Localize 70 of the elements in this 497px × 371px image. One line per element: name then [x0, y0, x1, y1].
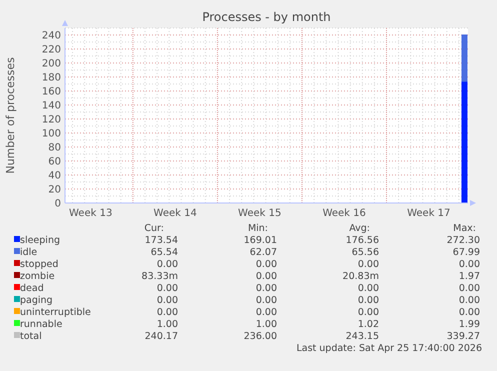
text: 65.54: [150, 247, 178, 258]
chart-title: Processes - by month: [202, 10, 331, 24]
legend-label: sleeping: [20, 235, 60, 246]
y-axis-title: Number of processes: [4, 56, 17, 174]
y-tick-label: 100: [42, 128, 61, 140]
y-tick-label: 120: [42, 114, 61, 126]
y-tick-label: 80: [48, 142, 61, 154]
text: 173.54: [144, 235, 178, 246]
x-tick-label: Week 14: [154, 208, 197, 219]
legend-label: zombie: [20, 271, 55, 282]
text: 0.00: [458, 283, 480, 294]
text: 1.02: [358, 319, 379, 330]
text: Last update: Sat Apr 25 17:40:00 2026: [296, 343, 482, 354]
legend-label: total: [20, 331, 42, 342]
text: 0.00: [358, 283, 379, 294]
legend-label: runnable: [20, 319, 62, 330]
legend-label: paging: [20, 295, 53, 306]
text: 0.00: [358, 295, 379, 306]
text: 83.33m: [142, 271, 178, 282]
text: 1.99: [458, 319, 480, 330]
y-tick-label: 60: [48, 156, 61, 168]
text: 0.00: [358, 307, 379, 318]
legend-label: uninterruptible: [20, 307, 91, 318]
x-tick-label: Week 15: [238, 208, 282, 219]
text: 0.00: [458, 307, 480, 318]
text: 1.00: [156, 319, 178, 330]
x-tick-label: Week 17: [407, 208, 450, 219]
y-tick-label: 220: [42, 44, 61, 56]
text: 0.00: [256, 307, 277, 318]
text: 0.00: [458, 295, 480, 306]
text: 0.00: [156, 283, 178, 294]
text: 240.17: [144, 331, 178, 342]
text: 0.00: [256, 259, 277, 270]
text: 20.83m: [342, 271, 379, 282]
text: 243.15: [346, 331, 379, 342]
text: Cur:: [144, 223, 164, 234]
text: 62.07: [250, 247, 277, 258]
y-tick-label: 40: [48, 170, 61, 182]
y-tick-label: 0: [54, 198, 61, 210]
text: Max:: [453, 223, 476, 234]
text: 169.01: [244, 235, 277, 246]
text: 0.00: [256, 271, 277, 282]
y-tick-label: 240: [42, 30, 61, 42]
text: 1.97: [458, 271, 480, 282]
legend-label: dead: [20, 283, 44, 294]
text: 339.27: [446, 331, 480, 342]
text: 272.30: [446, 235, 480, 246]
text: 176.56: [346, 235, 379, 246]
text: 0.00: [156, 259, 178, 270]
text: 67.99: [452, 247, 480, 258]
text: 65.56: [352, 247, 379, 258]
legend-label: idle: [20, 247, 38, 258]
text: 236.00: [244, 331, 277, 342]
text: 0.00: [458, 259, 480, 270]
y-tick-label: 180: [42, 72, 61, 84]
text: Min:: [248, 223, 268, 234]
legend-label: stopped: [20, 259, 58, 270]
y-tick-label: 140: [42, 100, 61, 112]
y-tick-label: 200: [42, 58, 61, 70]
y-tick-label: 160: [42, 86, 61, 98]
text: 0.00: [156, 307, 178, 318]
text: 1.00: [256, 319, 277, 330]
y-tick-label: 20: [48, 184, 61, 196]
text: Avg:: [349, 223, 370, 234]
text: 0.00: [156, 295, 178, 306]
text: 0.00: [256, 283, 277, 294]
x-tick-label: Week 16: [322, 208, 366, 219]
x-tick-label: Week 13: [69, 208, 112, 219]
text: 0.00: [358, 259, 379, 270]
text: 0.00: [256, 295, 277, 306]
